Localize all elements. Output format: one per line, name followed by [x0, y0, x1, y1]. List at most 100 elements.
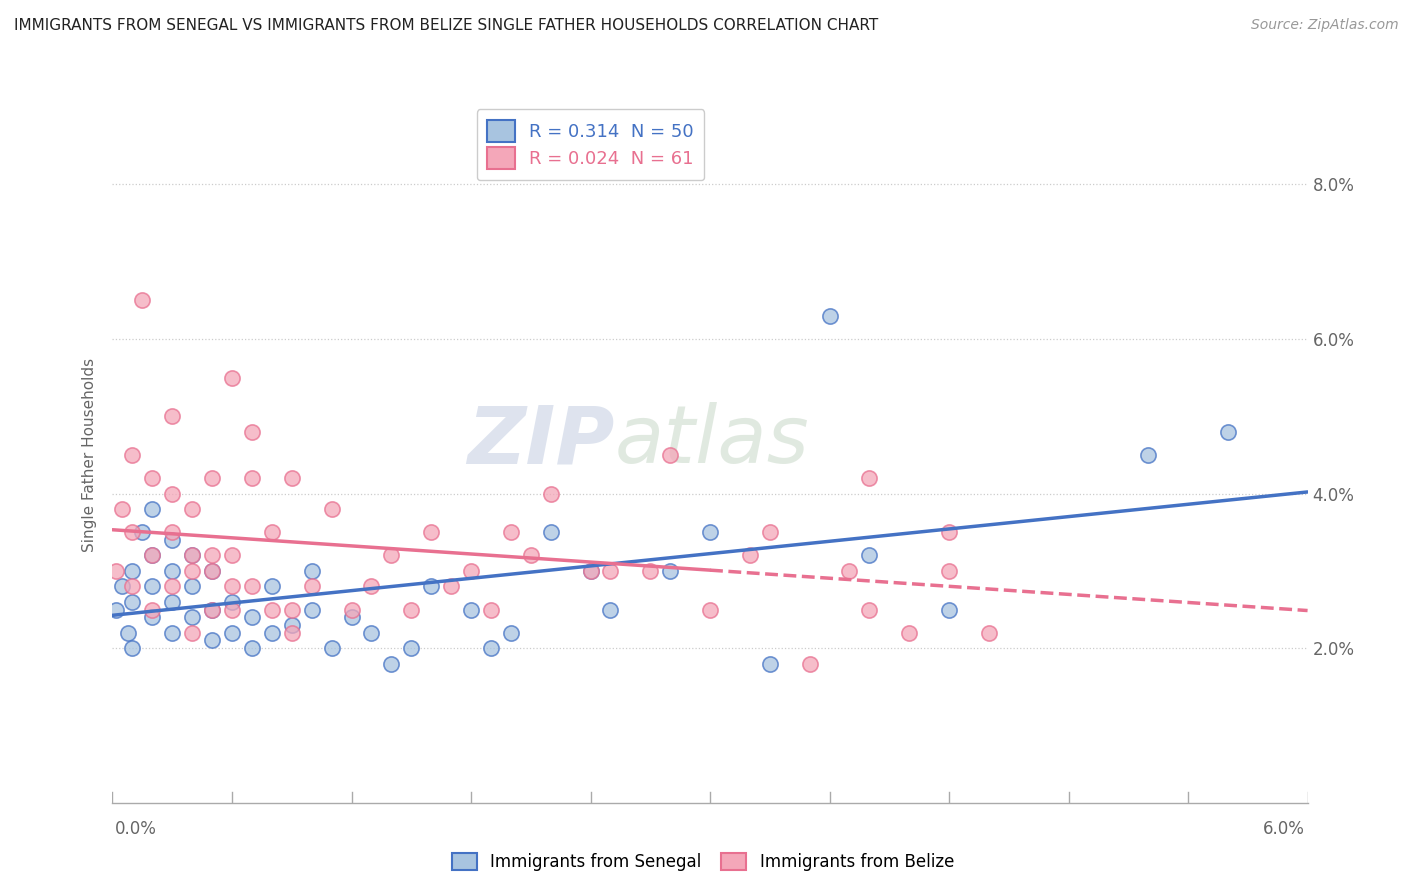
Point: [579, 564, 602, 578]
Point: [301, 564, 323, 578]
Point: [659, 448, 682, 462]
Point: [420, 579, 443, 593]
Point: [221, 625, 243, 640]
Point: [460, 602, 482, 616]
Point: [838, 564, 860, 578]
Point: [260, 625, 283, 640]
Point: [131, 525, 153, 540]
Point: [141, 549, 163, 563]
Point: [221, 595, 243, 609]
Text: ZIP: ZIP: [467, 402, 614, 480]
Point: [301, 579, 323, 593]
Point: [659, 564, 682, 578]
Text: atlas: atlas: [614, 402, 810, 480]
Point: [141, 549, 163, 563]
Point: [759, 525, 782, 540]
Point: [131, 293, 153, 308]
Point: [818, 309, 841, 323]
Point: [201, 549, 224, 563]
Point: [221, 579, 243, 593]
Point: [240, 610, 263, 624]
Point: [858, 471, 880, 485]
Point: [221, 370, 243, 384]
Point: [221, 549, 243, 563]
Point: [938, 525, 960, 540]
Point: [499, 525, 522, 540]
Point: [799, 657, 821, 671]
Text: Source: ZipAtlas.com: Source: ZipAtlas.com: [1251, 18, 1399, 32]
Point: [401, 641, 423, 656]
Point: [117, 625, 139, 640]
Point: [938, 564, 960, 578]
Point: [141, 502, 163, 516]
Point: [499, 625, 522, 640]
Point: [759, 657, 782, 671]
Point: [162, 625, 183, 640]
Point: [460, 564, 482, 578]
Point: [260, 579, 283, 593]
Point: [121, 525, 143, 540]
Point: [479, 602, 502, 616]
Point: [638, 564, 662, 578]
Point: [201, 602, 224, 616]
Point: [281, 618, 304, 632]
Point: [599, 602, 621, 616]
Point: [599, 564, 621, 578]
Point: [1137, 448, 1160, 462]
Point: [938, 602, 960, 616]
Point: [858, 602, 880, 616]
Point: [281, 471, 304, 485]
Point: [977, 625, 1000, 640]
Point: [520, 549, 543, 563]
Point: [201, 564, 224, 578]
Point: [181, 549, 204, 563]
Point: [240, 641, 263, 656]
Point: [281, 625, 304, 640]
Point: [121, 579, 143, 593]
Point: [141, 602, 163, 616]
Point: [121, 595, 143, 609]
Point: [121, 641, 143, 656]
Point: [162, 579, 183, 593]
Point: [201, 633, 224, 648]
Point: [181, 579, 204, 593]
Point: [858, 549, 880, 563]
Point: [301, 602, 323, 616]
Point: [360, 579, 382, 593]
Point: [162, 595, 183, 609]
Point: [201, 602, 224, 616]
Point: [340, 610, 363, 624]
Text: 6.0%: 6.0%: [1263, 820, 1305, 838]
Point: [181, 564, 204, 578]
Legend: R = 0.314  N = 50, R = 0.024  N = 61: R = 0.314 N = 50, R = 0.024 N = 61: [477, 109, 704, 180]
Point: [181, 625, 204, 640]
Point: [699, 602, 721, 616]
Point: [201, 471, 224, 485]
Point: [699, 525, 721, 540]
Point: [340, 602, 363, 616]
Point: [162, 409, 183, 424]
Point: [401, 602, 423, 616]
Legend: Immigrants from Senegal, Immigrants from Belize: Immigrants from Senegal, Immigrants from…: [443, 845, 963, 880]
Point: [162, 533, 183, 547]
Point: [380, 657, 402, 671]
Point: [181, 549, 204, 563]
Point: [360, 625, 382, 640]
Point: [162, 525, 183, 540]
Point: [141, 610, 163, 624]
Point: [440, 579, 463, 593]
Point: [321, 641, 343, 656]
Point: [111, 579, 134, 593]
Point: [420, 525, 443, 540]
Point: [579, 564, 602, 578]
Point: [540, 486, 562, 500]
Point: [1216, 425, 1239, 439]
Point: [105, 602, 128, 616]
Point: [105, 564, 128, 578]
Point: [540, 525, 562, 540]
Point: [141, 471, 163, 485]
Point: [240, 471, 263, 485]
Point: [121, 448, 143, 462]
Point: [121, 564, 143, 578]
Point: [260, 525, 283, 540]
